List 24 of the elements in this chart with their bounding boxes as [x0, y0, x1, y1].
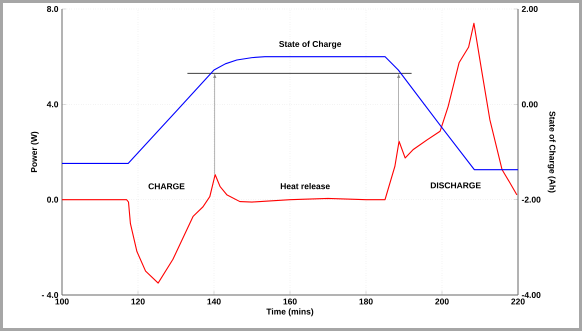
line-series	[61, 22, 518, 284]
y2-tick-label: 2.00	[522, 6, 538, 12]
x-tick-label: 180	[359, 298, 373, 305]
line-series	[62, 56, 518, 170]
x-tick-label: 140	[207, 298, 221, 305]
x-tick-label: 200	[435, 298, 449, 305]
y-axis-title: Power (W)	[30, 132, 39, 172]
y-tick-label: 8.0	[46, 6, 58, 12]
y-tick-label: 4.0	[46, 101, 58, 108]
y2-axis-title: State of Charge (Ah)	[548, 111, 556, 192]
y-tick-label: - 4.0	[42, 292, 58, 298]
y2-tick-label: 0.00	[522, 101, 538, 108]
y-tick-label: 0.0	[47, 196, 58, 203]
y2-tick-label: -4.00	[522, 292, 540, 298]
annotation: Heat release	[280, 182, 330, 190]
x-tick-label: 120	[131, 298, 145, 305]
annotation: CHARGE	[148, 183, 185, 190]
x-tick-label: 100	[55, 298, 69, 305]
x-axis-title: Time (mins)	[266, 308, 314, 316]
y2-tick-label: -2.00	[522, 196, 540, 203]
annotation: DISCHARGE	[430, 182, 481, 188]
x-tick-label: 160	[283, 298, 297, 305]
annotation: State of Charge	[279, 40, 342, 49]
x-tick-label: 220	[511, 298, 525, 305]
